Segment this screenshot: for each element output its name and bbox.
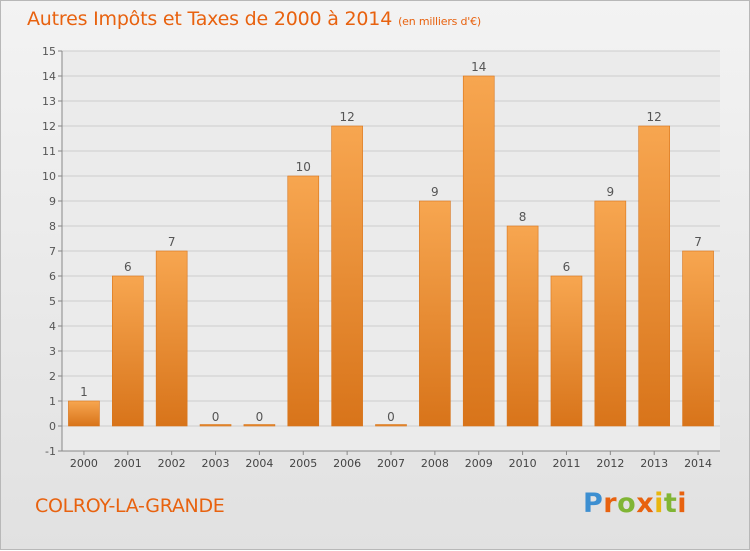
bar xyxy=(287,175,320,427)
x-tick-label: 2003 xyxy=(202,457,230,470)
y-tick-label: 4 xyxy=(49,320,56,333)
bar xyxy=(419,200,451,427)
data-label: 6 xyxy=(124,260,132,274)
bar xyxy=(550,275,583,427)
bar xyxy=(112,275,144,427)
data-label: 0 xyxy=(212,410,220,424)
y-tick-label: 2 xyxy=(49,370,56,383)
data-label: 0 xyxy=(387,410,395,424)
y-tick-label: 1 xyxy=(49,395,56,408)
x-tick-label: 2006 xyxy=(333,457,361,470)
x-tick-label: 2001 xyxy=(114,457,142,470)
y-tick-label: 0 xyxy=(49,420,56,433)
bar xyxy=(506,225,539,427)
chart-unit: (en milliers d'€) xyxy=(398,15,481,28)
chart-title: Autres Impôts et Taxes de 2000 à 2014 (en… xyxy=(27,8,481,30)
data-label: 7 xyxy=(168,235,176,249)
y-tick-label: -1 xyxy=(45,445,56,458)
x-tick-label: 2009 xyxy=(465,457,493,470)
bar xyxy=(68,400,100,427)
bar xyxy=(462,75,495,427)
y-tick-label: 5 xyxy=(49,295,56,308)
bar xyxy=(243,424,276,427)
y-tick-label: 8 xyxy=(49,220,56,233)
y-tick-label: 9 xyxy=(49,195,56,208)
x-tick-label: 2008 xyxy=(421,457,449,470)
bar xyxy=(594,200,627,427)
y-tick-label: 6 xyxy=(49,270,56,283)
commune-name: COLROY-LA-GRANDE xyxy=(35,495,225,517)
x-tick-label: 2014 xyxy=(684,457,712,470)
y-tick-label: 7 xyxy=(49,245,56,258)
bar xyxy=(155,250,188,427)
data-label: 14 xyxy=(471,60,486,74)
x-tick-label: 2002 xyxy=(158,457,186,470)
x-tick-label: 2012 xyxy=(596,457,624,470)
x-tick-label: 2005 xyxy=(289,457,317,470)
y-tick-label: 13 xyxy=(42,95,56,108)
y-tick-label: 14 xyxy=(42,70,56,83)
bar xyxy=(375,424,407,427)
y-tick-label: 15 xyxy=(42,45,56,58)
bar xyxy=(682,250,714,427)
y-tick-label: 12 xyxy=(42,120,56,133)
x-tick-label: 2010 xyxy=(509,457,537,470)
x-tick-label: 2000 xyxy=(70,457,98,470)
x-tick-label: 2013 xyxy=(640,457,668,470)
y-tick-label: 11 xyxy=(42,145,56,158)
data-label: 12 xyxy=(339,110,354,124)
data-label: 8 xyxy=(519,210,527,224)
data-label: 0 xyxy=(256,410,264,424)
data-label: 6 xyxy=(563,260,571,274)
y-tick-label: 3 xyxy=(49,345,56,358)
x-tick-label: 2011 xyxy=(552,457,580,470)
data-label: 7 xyxy=(694,235,702,249)
bar xyxy=(199,424,232,427)
bar xyxy=(331,125,363,427)
data-label: 9 xyxy=(607,185,615,199)
x-tick-label: 2007 xyxy=(377,457,405,470)
proxiti-logo: Proxiti xyxy=(583,488,688,519)
data-label: 12 xyxy=(647,110,662,124)
data-label: 10 xyxy=(296,160,311,174)
y-tick-label: 10 xyxy=(42,170,56,183)
x-tick-label: 2004 xyxy=(245,457,273,470)
data-label: 9 xyxy=(431,185,439,199)
data-label: 1 xyxy=(80,385,88,399)
bar xyxy=(638,125,671,427)
chart-title-text: Autres Impôts et Taxes de 2000 à 2014 xyxy=(27,8,393,30)
